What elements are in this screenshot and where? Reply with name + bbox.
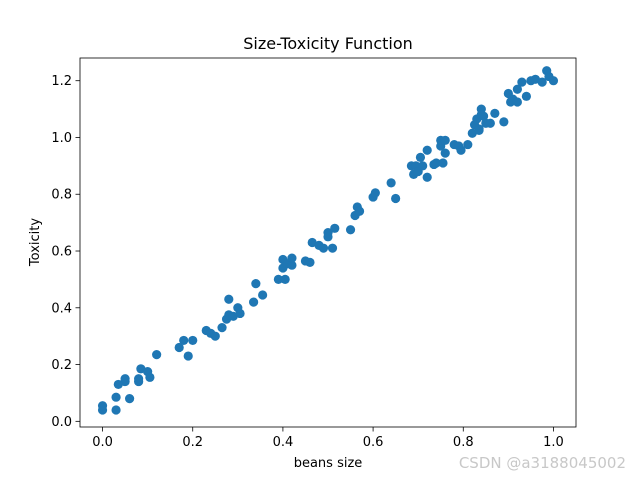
data-point (548, 76, 559, 86)
data-point (422, 172, 432, 182)
y-tick-label: 0.4 (51, 301, 72, 316)
data-point (512, 84, 522, 94)
data-point (174, 342, 184, 353)
x-tick-label: 0.2 (182, 435, 203, 450)
data-point (134, 376, 144, 387)
data-point (517, 77, 527, 87)
watermark-text: CSDN @a3188045002 (458, 454, 626, 472)
x-axis-ticks: 0.0 0.2 0.4 0.6 0.8 1.0 (92, 427, 564, 450)
data-point (217, 323, 227, 333)
data-point (235, 308, 245, 319)
data-point (521, 91, 532, 101)
data-point (287, 253, 297, 263)
data-point (152, 350, 162, 360)
x-tick-label: 0.4 (273, 435, 294, 450)
data-point (354, 206, 365, 216)
y-axis-label: Toxicity (28, 218, 43, 267)
data-point (370, 188, 380, 198)
data-point (463, 139, 473, 150)
data-point (280, 274, 290, 284)
data-point (386, 178, 396, 188)
data-point (305, 257, 315, 267)
data-point (318, 243, 329, 253)
data-point (251, 279, 261, 289)
y-tick-label: 0.0 (51, 415, 72, 430)
data-point (456, 145, 466, 155)
data-point (120, 374, 130, 384)
data-point (422, 145, 432, 155)
chart-title: Size-Toxicity Function (243, 34, 413, 53)
data-points (97, 66, 559, 415)
data-point (440, 135, 450, 145)
data-point (111, 405, 121, 415)
data-point (485, 118, 495, 128)
y-tick-label: 0.8 (51, 188, 72, 203)
data-point (391, 193, 401, 204)
y-tick-label: 1.0 (51, 131, 72, 146)
x-tick-label: 0.0 (92, 435, 113, 450)
y-tick-label: 1.2 (51, 74, 72, 89)
data-point (224, 294, 234, 304)
data-point (97, 401, 108, 411)
data-point (499, 117, 509, 127)
data-point (537, 77, 547, 87)
data-point (249, 297, 259, 307)
data-point (287, 260, 297, 270)
data-point (145, 372, 155, 382)
x-tick-label: 1.0 (543, 435, 564, 450)
data-point (438, 158, 448, 168)
y-tick-label: 0.6 (51, 245, 72, 260)
data-point (330, 223, 340, 233)
data-point (476, 110, 486, 120)
data-point (183, 351, 193, 361)
data-point (490, 108, 500, 118)
data-point (440, 148, 450, 158)
data-point (431, 158, 441, 168)
x-tick-label: 0.8 (453, 435, 474, 450)
data-point (188, 335, 198, 346)
data-point (323, 227, 333, 238)
x-tick-label: 0.6 (363, 435, 384, 450)
data-point (418, 161, 428, 171)
data-point (474, 125, 484, 135)
y-tick-label: 0.2 (51, 358, 72, 373)
axes-frame (79, 57, 577, 428)
data-point (273, 274, 283, 284)
data-point (210, 331, 220, 341)
data-point (512, 97, 522, 107)
data-point (345, 225, 356, 235)
y-axis-ticks: 0.0 0.2 0.4 0.6 0.8 1.0 1.2 (51, 74, 80, 430)
data-point (415, 152, 426, 162)
data-point (125, 394, 135, 404)
data-point (327, 243, 338, 253)
data-point (179, 335, 189, 346)
data-point (111, 392, 121, 402)
data-point (258, 290, 268, 300)
x-axis-label: beans size (294, 456, 363, 471)
